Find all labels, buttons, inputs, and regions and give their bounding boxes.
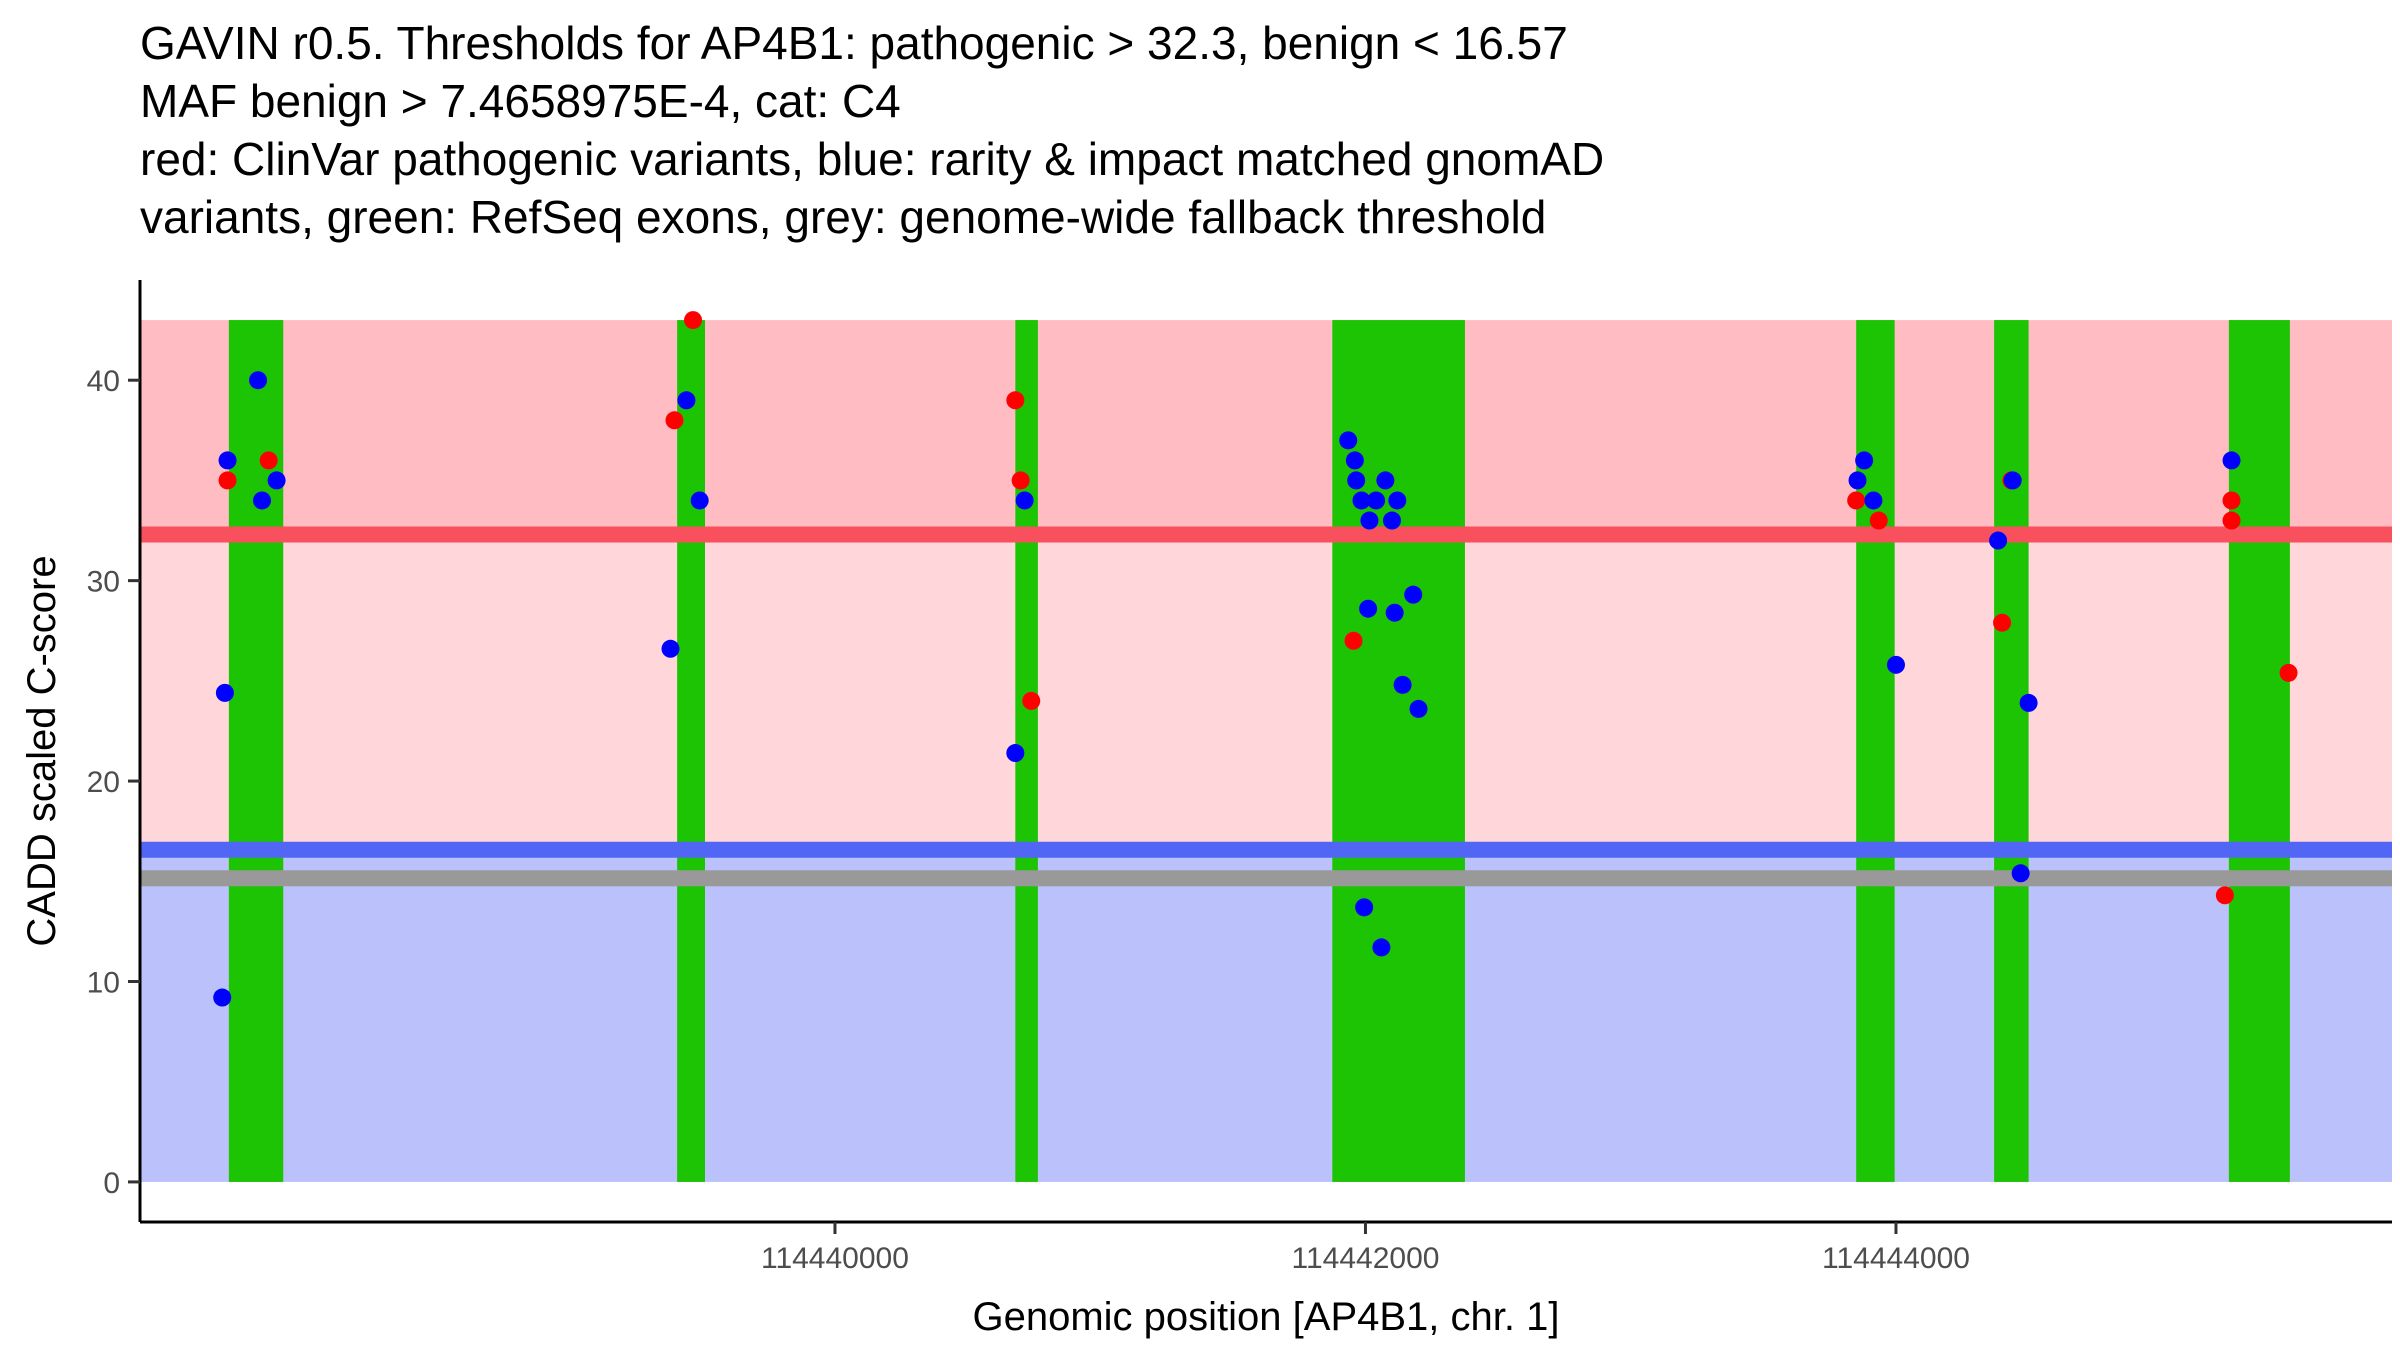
clinvar-point-2 <box>259 451 278 470</box>
gnomad-point-6 <box>267 471 286 490</box>
exon-region-6 <box>1994 320 2029 1182</box>
benign-band <box>140 849 2392 1182</box>
y-tick-label-4: 30 <box>87 566 120 599</box>
axes: 114440000 114442000 114444000 0 10 20 30 40 <box>87 280 2392 1275</box>
gnomad-point-28 <box>1848 471 1867 490</box>
clinvar-point-8 <box>1344 631 1363 650</box>
y-tick-label-3: 20 <box>87 766 120 799</box>
gnomad-point-24 <box>1393 675 1412 694</box>
gnomad-point-34 <box>2011 864 2030 883</box>
clinvar-point-9 <box>1847 491 1866 510</box>
gnomad-point-10 <box>1006 744 1025 763</box>
clinvar-point-16 <box>2279 663 2298 682</box>
y-tick-label-5: 40 <box>87 365 120 398</box>
gnomad-point-1 <box>215 683 234 702</box>
gnomad-point-20 <box>1388 491 1407 510</box>
gnomad-point-13 <box>1345 451 1364 470</box>
gnomad-point-2 <box>218 451 237 470</box>
gnomad-point-27 <box>1372 938 1391 957</box>
clinvar-point-5 <box>1006 391 1025 410</box>
gnomad-point-32 <box>1989 531 2008 550</box>
gnomad-point-22 <box>1385 603 1404 622</box>
gnomad-point-3 <box>213 988 232 1007</box>
gnomad-point-4 <box>249 371 268 390</box>
gnomad-point-19 <box>1382 511 1401 530</box>
gnomad-point-31 <box>1886 655 1905 674</box>
exon-region-7 <box>2228 320 2290 1182</box>
title-line-3: red: ClinVar pathogenic variants, blue: … <box>140 133 1605 185</box>
clinvar-point-13 <box>2215 886 2234 905</box>
gnomad-point-5 <box>253 491 272 510</box>
gnomad-point-36 <box>2222 451 2241 470</box>
gnomad-point-15 <box>1352 491 1371 510</box>
y-ticks: 0 10 20 30 40 <box>87 365 140 1200</box>
gnomad-point-16 <box>1360 511 1379 530</box>
clinvar-point-15 <box>2222 511 2241 530</box>
clinvar-points <box>218 311 2298 905</box>
gnomad-point-26 <box>1355 898 1374 917</box>
exon-region-4 <box>1332 320 1465 1182</box>
gnomad-point-7 <box>661 639 680 658</box>
gnomad-point-11 <box>1015 491 1034 510</box>
clinvar-point-3 <box>665 411 684 430</box>
clinvar-point-1 <box>218 471 237 490</box>
y-axis-title: CADD scaled C-score <box>20 555 64 946</box>
clinvar-point-14 <box>2222 491 2241 510</box>
chart-title: GAVIN r0.5. Thresholds for AP4B1: pathog… <box>140 14 2380 246</box>
clinvar-point-6 <box>1011 471 1030 490</box>
gnomad-point-33 <box>2003 471 2022 490</box>
exon-region-1 <box>228 320 284 1182</box>
x-tick-label-2: 114442000 <box>1292 1242 1440 1275</box>
gnomad-point-25 <box>1409 699 1428 718</box>
clinvar-point-10 <box>1869 511 1888 530</box>
exon-region-2 <box>677 320 705 1182</box>
gnomad-points <box>213 371 2241 1007</box>
intermediate-band <box>140 534 2392 850</box>
gnomad-point-8 <box>677 391 696 410</box>
threshold-bands <box>140 320 2392 1182</box>
clinvar-point-4 <box>684 311 703 330</box>
gnomad-point-12 <box>1339 431 1358 450</box>
gnomad-point-30 <box>1864 491 1883 510</box>
gnomad-point-21 <box>1359 599 1378 618</box>
exon-region-5 <box>1856 320 1895 1182</box>
pathogenic-upper-band <box>140 320 2392 535</box>
gnomad-point-35 <box>2019 693 2038 712</box>
clinvar-point-11 <box>1993 613 2012 632</box>
gnomad-point-14 <box>1347 471 1366 490</box>
x-tick-label-1: 114440000 <box>761 1242 909 1275</box>
gnomad-point-23 <box>1404 585 1423 604</box>
x-ticks: 114440000 114442000 114444000 <box>761 1222 1970 1275</box>
title-line-4: variants, green: RefSeq exons, grey: gen… <box>140 191 1547 243</box>
gnomad-point-17 <box>1367 491 1386 510</box>
gnomad-point-18 <box>1376 471 1395 490</box>
title-line-2: MAF benign > 7.4658975E-4, cat: C4 <box>140 75 901 127</box>
gnomad-point-9 <box>690 491 709 510</box>
y-tick-label-1: 0 <box>103 1167 120 1200</box>
x-tick-label-3: 114444000 <box>1822 1242 1970 1275</box>
gnomad-point-29 <box>1855 451 1874 470</box>
clinvar-point-7 <box>1022 691 1041 710</box>
y-tick-label-2: 10 <box>87 966 120 999</box>
x-axis-title: Genomic position [AP4B1, chr. 1] <box>973 1295 1560 1339</box>
title-line-1: GAVIN r0.5. Thresholds for AP4B1: pathog… <box>140 17 1568 69</box>
